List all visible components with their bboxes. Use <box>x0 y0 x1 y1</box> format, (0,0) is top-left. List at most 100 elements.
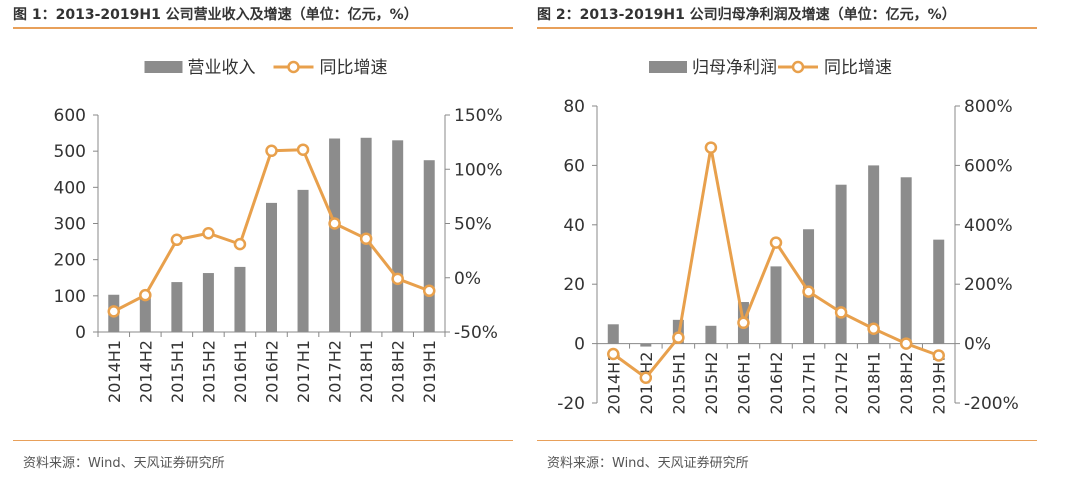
growth-point <box>328 217 341 230</box>
right-axis-tick-label: 50% <box>454 215 492 235</box>
category-label: 2017H2 <box>832 352 851 415</box>
growth-point <box>769 236 783 249</box>
right-axis-tick-label: 0% <box>454 269 481 289</box>
title-divider <box>537 27 1037 29</box>
growth-point <box>932 349 945 362</box>
bar <box>139 293 151 332</box>
category-label: 2015H2 <box>199 340 218 403</box>
chart-panel-net-profit: 图 2：2013-2019H1 公司归母净利润及增速（单位：亿元，%） 归母净利… <box>537 0 1037 482</box>
bar <box>423 160 435 332</box>
legend: 归母净利润 同比增速 <box>649 58 892 78</box>
legend-item-line: 同比增速 <box>273 58 388 78</box>
bar <box>234 266 246 332</box>
growth-point <box>834 306 848 319</box>
title-divider <box>13 27 513 29</box>
category-label: 2017H1 <box>800 352 819 415</box>
growth-point <box>422 284 436 298</box>
left-axis-tick-label: 0 <box>75 323 86 343</box>
bar <box>705 325 717 344</box>
legend-label-line: 同比增速 <box>824 58 892 78</box>
legend-label-line: 同比增速 <box>320 58 388 78</box>
category-label: 2018H2 <box>389 340 408 403</box>
left-axis-tick-label: 100 <box>54 287 86 307</box>
left-axis-tick-label: 80 <box>563 97 585 117</box>
figure-title: 图 1：2013-2019H1 公司营业收入及增速（单位：亿元，%） <box>13 7 418 23</box>
legend-item-bar: 归母净利润 <box>649 58 777 78</box>
bar <box>933 239 945 344</box>
line-series <box>107 143 436 318</box>
category-label: 2016H2 <box>263 340 282 403</box>
bar <box>607 324 619 344</box>
growth-point <box>867 322 880 335</box>
legend-swatch-marker <box>791 60 805 74</box>
legend-swatch-bar <box>144 61 183 73</box>
category-label: 2018H2 <box>897 352 916 415</box>
growth-point <box>359 232 373 245</box>
right-axis-tick-label: 400% <box>964 216 1013 236</box>
category-label: 2016H1 <box>231 340 250 403</box>
bar-series <box>108 137 435 332</box>
category-label: 2015H1 <box>168 340 187 403</box>
growth-point <box>704 141 718 154</box>
left-axis-tick-label: 40 <box>563 216 585 236</box>
growth-point <box>391 272 404 286</box>
line-series <box>607 141 945 385</box>
source-divider <box>537 440 1037 441</box>
growth-point <box>737 316 750 330</box>
category-label: 2018H1 <box>865 352 884 415</box>
category-label: 2014H1 <box>105 340 124 403</box>
legend-item-line: 同比增速 <box>778 58 892 78</box>
bar <box>329 138 341 332</box>
left-axis-tick-label: 500 <box>54 142 86 162</box>
source-note: 资料来源：Wind、天风证券研究所 <box>23 456 225 471</box>
bar <box>868 165 880 344</box>
left-axis-tick-label: 200 <box>54 251 86 271</box>
right-axis-tick-label: 600% <box>964 156 1013 176</box>
bar <box>297 189 309 332</box>
bar <box>770 266 782 344</box>
left-axis-tick-label: -20 <box>557 394 585 414</box>
right-axis-tick-label: 200% <box>964 275 1013 295</box>
category-label: 2014H2 <box>136 340 155 403</box>
growth-point <box>202 227 215 240</box>
growth-point <box>607 347 620 361</box>
right-axis-tick-label: 0% <box>964 335 991 355</box>
left-axis-tick-label: 20 <box>563 275 585 295</box>
bar <box>392 140 404 332</box>
figure-title: 图 2：2013-2019H1 公司归母净利润及增速（单位：亿元，%） <box>537 7 956 23</box>
category-label: 2019H1 <box>420 340 439 403</box>
bar-series <box>607 165 945 347</box>
category-label: 2015H1 <box>669 352 688 415</box>
growth-point <box>296 143 310 156</box>
bar <box>900 177 912 344</box>
legend-label-bar: 归母净利润 <box>692 58 777 78</box>
legend-swatch-bar <box>649 61 687 73</box>
bar <box>835 184 847 344</box>
bar <box>202 273 214 332</box>
legend: 营业收入 同比增速 <box>144 58 388 78</box>
right-axis-tick-label: 150% <box>454 106 503 126</box>
right-axis-tick-label: -50% <box>454 323 498 343</box>
bar <box>171 282 183 332</box>
category-label: 2016H1 <box>734 352 753 415</box>
growth-point <box>265 144 278 158</box>
legend-item-bar: 营业收入 <box>144 58 256 78</box>
growth-point <box>170 233 184 247</box>
category-label: 2019H1 <box>930 352 949 415</box>
right-axis-tick-label: 800% <box>964 97 1013 117</box>
category-label: 2017H1 <box>294 340 313 403</box>
chart-panel-revenue: 图 1：2013-2019H1 公司营业收入及增速（单位：亿元，%） 营业收入 同… <box>13 0 513 482</box>
revenue-chart: 营业收入 同比增速 0 100 200 300 400 500 600 -50% 0% 50% 100%… <box>54 58 503 403</box>
growth-point <box>639 371 653 385</box>
left-axis-tick-label: 300 <box>54 215 86 235</box>
left-axis-tick-label: 60 <box>563 156 585 176</box>
category-label: 2016H2 <box>767 352 786 415</box>
category-label: 2015H2 <box>702 352 721 415</box>
growth-point <box>139 288 152 302</box>
legend-label-bar: 营业收入 <box>188 58 256 78</box>
net-profit-chart: 归母净利润 同比增速 -20 0 20 40 60 80 -200% 0% 200% 400% 600%… <box>557 58 1019 415</box>
category-label: 2018H1 <box>357 340 376 403</box>
right-axis-tick-label: -200% <box>964 394 1019 414</box>
growth-point <box>802 285 815 298</box>
growth-point <box>899 337 913 350</box>
